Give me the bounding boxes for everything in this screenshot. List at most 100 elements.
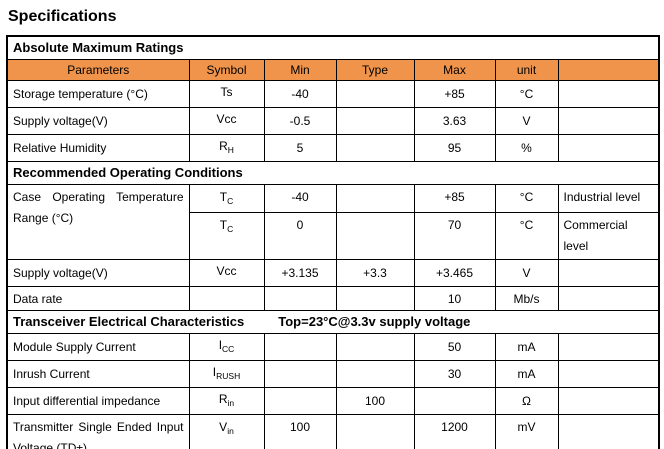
type-cell: +3.3 — [335, 259, 415, 287]
symbol-cell: ICC — [188, 333, 265, 361]
column-header-row: Parameters Symbol Min Type Max unit — [6, 59, 660, 81]
section-condition-note: Top=23°C@3.3v supply voltage — [278, 314, 471, 329]
page-title: Specifications — [8, 8, 117, 25]
symbol-cell: TC — [188, 212, 265, 260]
max-cell — [413, 387, 496, 415]
symbol-cell: Vcc — [188, 107, 265, 135]
min-cell — [263, 360, 337, 388]
min-cell: -40 — [263, 184, 337, 213]
max-cell: 50 — [413, 333, 496, 361]
min-cell — [263, 333, 337, 361]
table-row: Transmitter Single Ended Input Voltage (… — [6, 414, 660, 449]
max-cell: 1200 — [413, 414, 496, 449]
max-cell: 3.63 — [413, 107, 496, 135]
type-cell: 100 — [335, 387, 415, 415]
param-cell: Module Supply Current — [6, 333, 190, 361]
unit-cell: % — [494, 134, 559, 162]
type-cell — [335, 414, 415, 449]
max-cell: +3.465 — [413, 259, 496, 287]
unit-cell: mV — [494, 414, 559, 449]
section-header-transceiver-electrical-characteristics: Transceiver Electrical Characteristics T… — [6, 310, 660, 334]
note-cell: Commercial level — [557, 212, 660, 260]
symbol-cell: IRUSH — [188, 360, 265, 388]
type-cell — [335, 333, 415, 361]
unit-cell: mA — [494, 360, 559, 388]
note-cell: Industrial level — [557, 184, 660, 213]
note-cell — [557, 286, 660, 311]
param-cell: Supply voltage(V) — [6, 259, 190, 287]
note-cell — [557, 360, 660, 388]
table-row: Module Supply Current ICC 50 mA — [6, 333, 660, 361]
unit-cell: Ω — [494, 387, 559, 415]
max-cell: +85 — [413, 80, 496, 108]
specifications-table: Absolute Maximum Ratings Parameters Symb… — [6, 35, 661, 449]
unit-cell: mA — [494, 333, 559, 361]
param-cell: Inrush Current — [6, 360, 190, 388]
max-cell: 30 — [413, 360, 496, 388]
max-cell: 10 — [413, 286, 496, 311]
col-header-notes — [557, 59, 660, 81]
note-cell — [557, 387, 660, 415]
min-cell: 5 — [263, 134, 337, 162]
col-header-max: Max — [413, 59, 496, 81]
min-cell: -40 — [263, 80, 337, 108]
param-cell: Input differential impedance — [6, 387, 190, 415]
type-cell — [335, 286, 415, 311]
table-row: Storage temperature (°C) Ts -40 +85 °C — [6, 80, 660, 108]
max-cell: 95 — [413, 134, 496, 162]
col-header-parameters: Parameters — [6, 59, 190, 81]
section-title: Absolute Maximum Ratings — [6, 35, 660, 60]
note-cell — [557, 107, 660, 135]
unit-cell: V — [494, 107, 559, 135]
section-title: Recommended Operating Conditions — [6, 161, 660, 185]
type-cell — [335, 134, 415, 162]
param-cell: Transmitter Single Ended Input Voltage (… — [6, 414, 190, 449]
section-header-absolute-maximum-ratings: Absolute Maximum Ratings — [6, 35, 660, 60]
section-header-recommended-operating-conditions: Recommended Operating Conditions — [6, 161, 660, 185]
param-cell: Supply voltage(V) — [6, 107, 190, 135]
table-row: Supply voltage(V) Vcc -0.5 3.63 V — [6, 107, 660, 135]
note-cell — [557, 414, 660, 449]
unit-cell: °C — [494, 80, 559, 108]
min-cell: +3.135 — [263, 259, 337, 287]
table-row: Supply voltage(V) Vcc +3.135 +3.3 +3.465… — [6, 259, 660, 287]
table-row: Input differential impedance Rin 100 Ω — [6, 387, 660, 415]
type-cell — [335, 80, 415, 108]
specifications-page: Specifications Absolute Maximum Ratings … — [0, 6, 664, 449]
col-header-unit: unit — [494, 59, 559, 81]
min-cell: -0.5 — [263, 107, 337, 135]
unit-cell: Mb/s — [494, 286, 559, 311]
param-cell: Storage temperature (°C) — [6, 80, 190, 108]
table-row: Data rate 10 Mb/s — [6, 286, 660, 311]
min-cell: 100 — [263, 414, 337, 449]
min-cell — [263, 387, 337, 415]
type-cell — [335, 107, 415, 135]
col-header-min: Min — [263, 59, 337, 81]
type-cell — [335, 360, 415, 388]
table-row: Relative Humidity RH 5 95 % — [6, 134, 660, 162]
min-cell: 0 — [263, 212, 337, 260]
unit-cell: °C — [494, 212, 559, 260]
symbol-cell: Vin — [188, 414, 265, 449]
symbol-cell: RH — [188, 134, 265, 162]
symbol-cell: Vcc — [188, 259, 265, 287]
symbol-cell — [188, 286, 265, 311]
max-cell: +85 — [413, 184, 496, 213]
note-cell — [557, 259, 660, 287]
type-cell — [335, 212, 415, 260]
note-cell — [557, 134, 660, 162]
table-row: Case Operating Temperature Range (°C) TC… — [6, 184, 660, 260]
min-cell — [263, 286, 337, 311]
note-cell — [557, 80, 660, 108]
type-cell — [335, 184, 415, 213]
param-cell: Data rate — [6, 286, 190, 311]
section-title: Transceiver Electrical Characteristics — [13, 314, 245, 329]
param-cell: Relative Humidity — [6, 134, 190, 162]
symbol-cell: Ts — [188, 80, 265, 108]
table-row: TC 0 70 °C Commercial level — [7, 212, 660, 260]
max-cell: 70 — [413, 212, 496, 260]
table-row: Inrush Current IRUSH 30 mA — [6, 360, 660, 388]
symbol-cell: TC — [188, 184, 265, 213]
col-header-type: Type — [335, 59, 415, 81]
unit-cell: V — [494, 259, 559, 287]
